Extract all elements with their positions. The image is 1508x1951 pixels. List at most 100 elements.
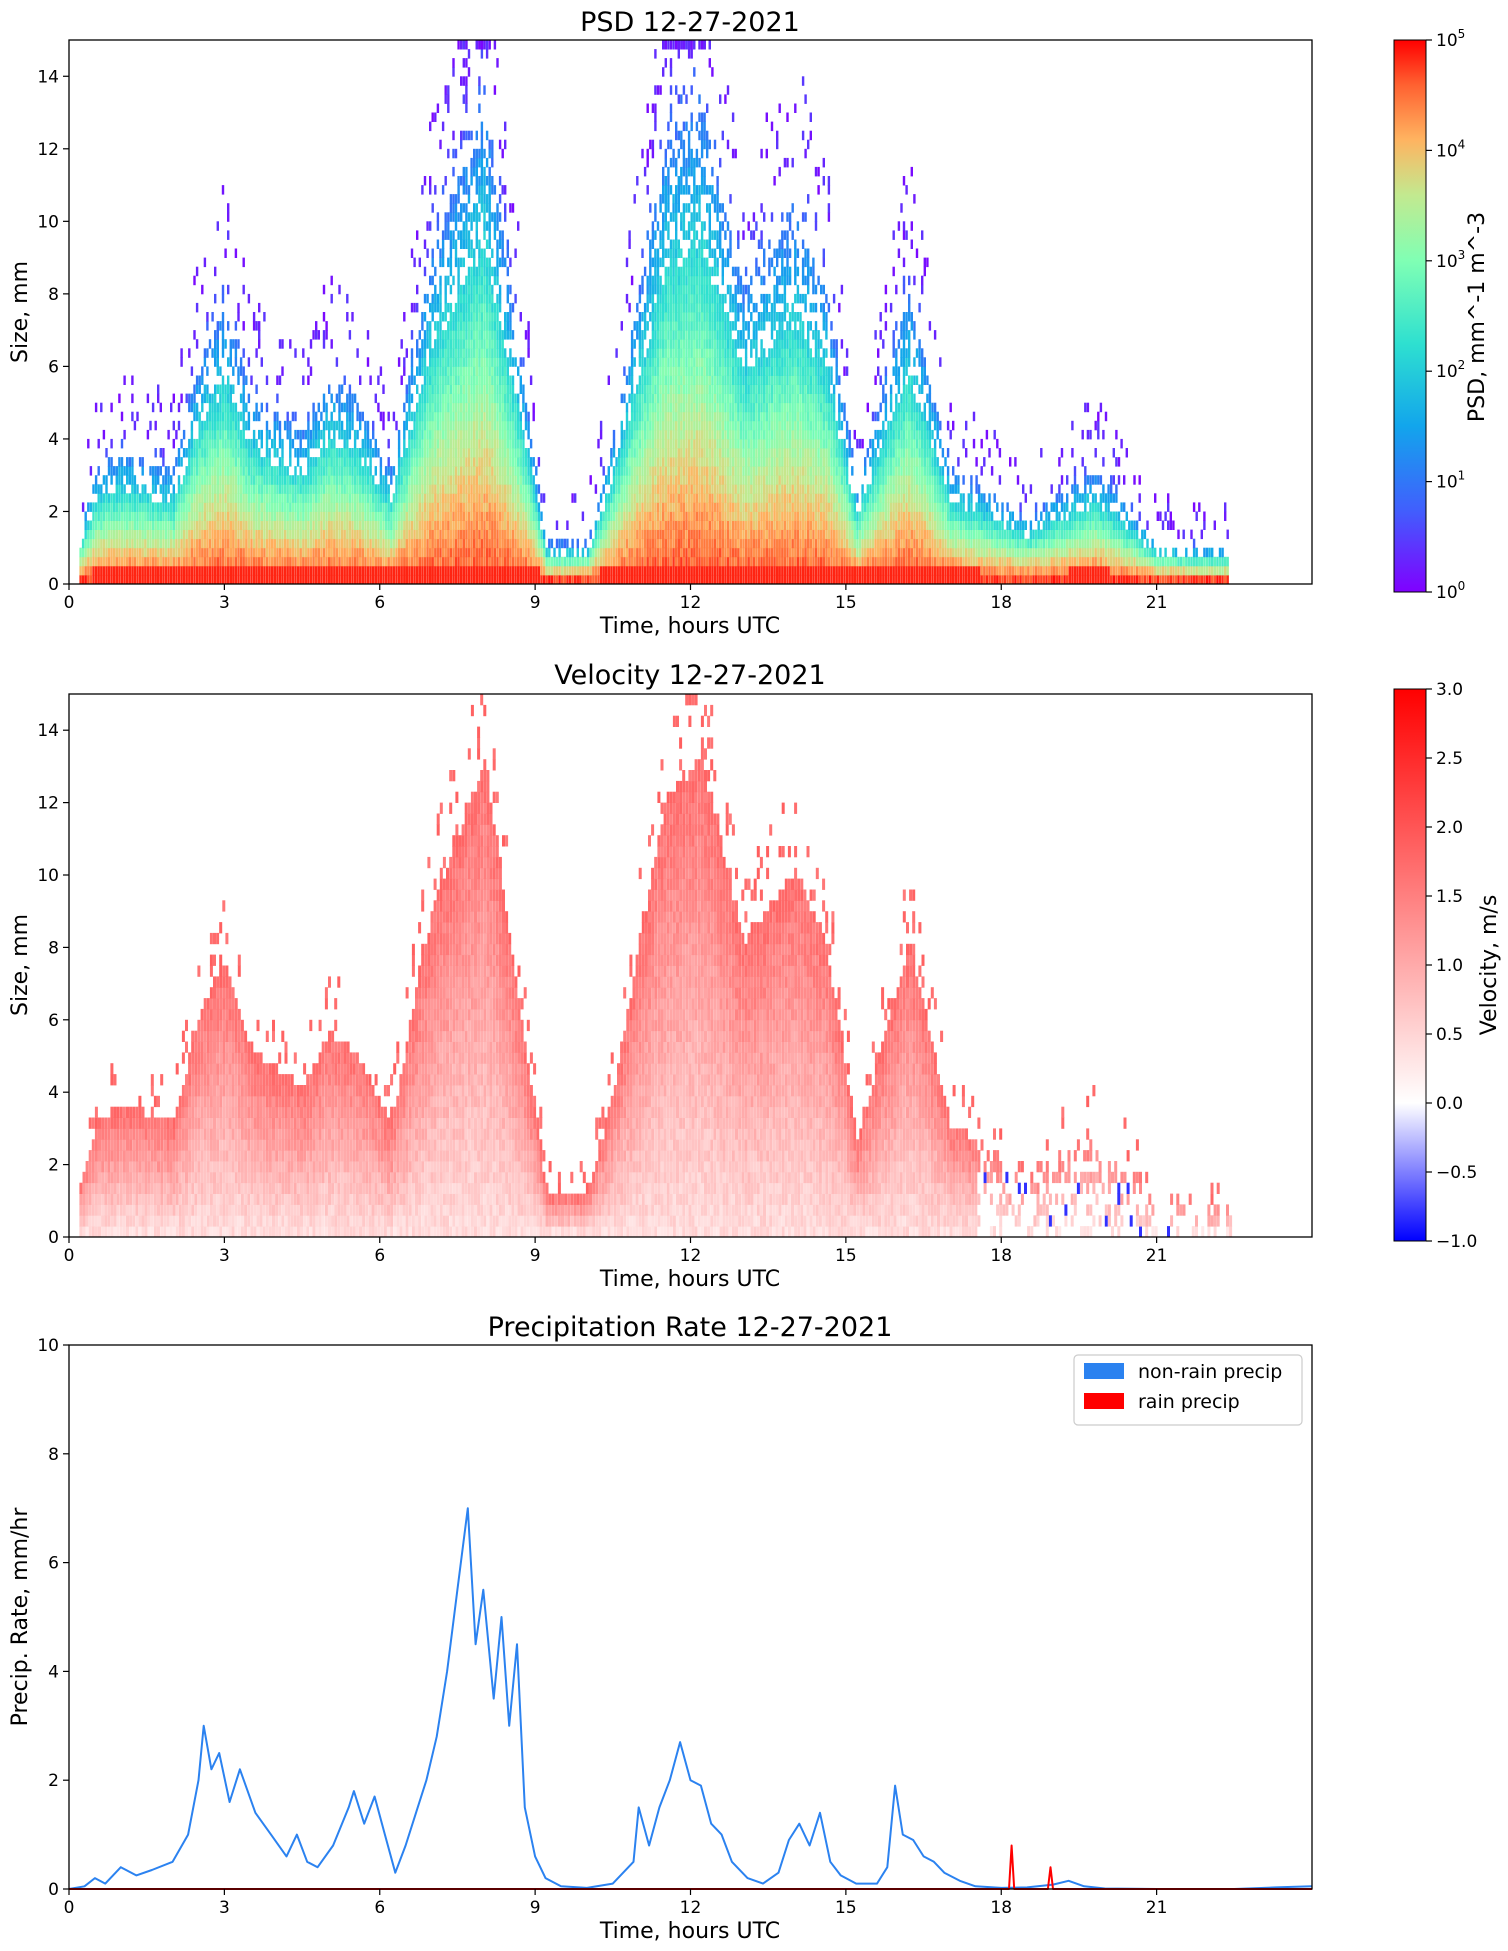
psd-cell xyxy=(470,348,473,358)
psd-cell xyxy=(423,176,427,186)
psd-cell xyxy=(397,529,401,540)
psd-cell xyxy=(333,475,336,485)
psd-cell xyxy=(201,493,204,503)
psd-cell xyxy=(452,212,455,222)
psd-cell xyxy=(517,547,520,558)
psd-cell xyxy=(426,339,429,349)
psd-cell xyxy=(454,366,458,376)
psd-cell xyxy=(307,448,310,458)
psd-cell xyxy=(511,357,515,367)
psd-cell xyxy=(501,185,504,195)
psd-cell xyxy=(498,565,502,576)
psd-cell xyxy=(340,484,344,494)
psd-cell xyxy=(252,556,256,567)
psd-cell xyxy=(423,484,427,494)
psd-cell xyxy=(118,556,121,567)
psd-cell xyxy=(232,457,235,467)
psd-cell xyxy=(410,574,414,585)
psd-cell xyxy=(431,348,434,358)
psd-cell xyxy=(612,547,616,558)
psd-cell xyxy=(638,574,642,585)
psd-cell xyxy=(496,420,499,431)
psd-cell xyxy=(504,348,507,358)
psd-cell xyxy=(664,574,667,585)
psd-cell xyxy=(177,502,181,512)
psd-cell xyxy=(485,511,489,521)
psd-cell xyxy=(423,384,427,394)
psd-cell xyxy=(478,429,481,440)
psd-cell xyxy=(452,448,455,458)
psd-cell xyxy=(485,194,489,204)
psd-cell xyxy=(92,511,95,521)
psd-cell xyxy=(488,466,491,476)
psd-cell xyxy=(356,502,359,512)
psd-cell xyxy=(208,466,212,476)
psd-cell xyxy=(431,529,434,540)
psd-cell xyxy=(485,429,489,440)
psd-cell xyxy=(434,293,437,304)
psd-cell xyxy=(426,502,429,512)
psd-cell xyxy=(496,493,499,503)
psd-cell xyxy=(511,420,515,431)
psd-cell xyxy=(193,411,196,422)
psd-cell xyxy=(219,484,222,494)
psd-cell xyxy=(444,357,447,367)
psd-cell xyxy=(84,574,87,585)
psd-cell xyxy=(620,429,623,440)
psd-cell xyxy=(664,366,667,376)
psd-cell xyxy=(377,574,380,585)
psd-cell xyxy=(392,502,396,512)
psd-cell xyxy=(675,130,678,141)
psd-cell xyxy=(413,429,416,440)
psd-cell xyxy=(444,457,447,467)
psd-cell xyxy=(335,538,339,549)
psd-cell xyxy=(372,484,375,494)
psd-cell xyxy=(286,466,289,476)
psd-cell xyxy=(340,402,344,413)
psd-cell xyxy=(423,266,427,277)
psd-cell xyxy=(343,448,346,458)
psd-cell xyxy=(182,448,186,458)
psd-cell xyxy=(206,475,209,485)
psd-cell xyxy=(351,448,354,458)
psd-cell xyxy=(307,529,310,540)
psd-cell xyxy=(265,502,269,512)
psd-cell xyxy=(452,348,455,358)
psd-cell xyxy=(180,565,183,576)
psd-cell xyxy=(113,466,116,476)
psd-cell xyxy=(182,529,186,540)
psd-cell xyxy=(636,438,639,449)
psd-cell xyxy=(641,357,644,367)
psd-cell xyxy=(594,547,598,558)
psd-cell xyxy=(377,448,380,458)
psd-cell xyxy=(656,565,660,576)
psd-cell xyxy=(449,321,453,331)
psd-cell xyxy=(229,384,232,394)
psd-cell xyxy=(405,393,408,404)
psd-cell xyxy=(659,438,662,449)
psd-cell xyxy=(444,212,447,222)
psd-cell xyxy=(493,348,497,358)
psd-cell xyxy=(633,538,636,549)
psd-cell xyxy=(654,511,657,521)
psd-cell xyxy=(273,556,276,567)
psd-cell xyxy=(506,420,509,431)
psd-cell xyxy=(258,538,261,549)
psd-cell xyxy=(452,438,455,449)
psd-cell xyxy=(400,574,403,585)
psd-cell xyxy=(167,574,170,585)
psd-cell xyxy=(527,448,530,458)
psd-cell xyxy=(439,529,442,540)
psd-cell xyxy=(599,420,603,431)
psd-cell xyxy=(615,348,618,358)
psd-cell xyxy=(625,493,629,503)
psd-cell xyxy=(498,502,502,512)
psd-cell xyxy=(646,411,649,422)
psd-cell xyxy=(247,466,251,476)
psd-cell xyxy=(447,384,450,394)
psd-cell xyxy=(315,330,318,340)
psd-cell xyxy=(475,330,478,340)
psd-cell xyxy=(190,420,194,431)
psd-cell xyxy=(473,429,476,440)
psd-cell xyxy=(268,429,271,440)
